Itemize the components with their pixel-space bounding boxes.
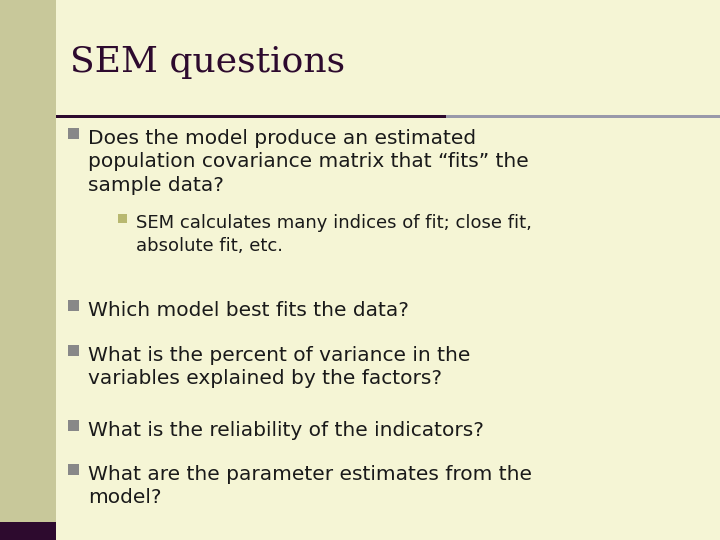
- Bar: [68, 128, 79, 139]
- Bar: [0, 522, 56, 540]
- Text: What are the parameter estimates from the
model?: What are the parameter estimates from th…: [88, 464, 532, 507]
- Text: Which model best fits the data?: Which model best fits the data?: [88, 301, 409, 320]
- Bar: [118, 214, 127, 223]
- Bar: [446, 115, 720, 118]
- Bar: [68, 300, 79, 311]
- Bar: [0, 0, 56, 540]
- Bar: [68, 464, 79, 475]
- Text: What is the reliability of the indicators?: What is the reliability of the indicator…: [88, 421, 484, 440]
- Text: SEM questions: SEM questions: [70, 45, 346, 79]
- Bar: [56, 115, 446, 118]
- Text: Does the model produce an estimated
population covariance matrix that “fits” the: Does the model produce an estimated popu…: [88, 129, 529, 194]
- Text: SEM calculates many indices of fit; close fit,
absolute fit, etc.: SEM calculates many indices of fit; clos…: [136, 214, 532, 254]
- Bar: [68, 420, 79, 431]
- Bar: [68, 345, 79, 356]
- Text: What is the percent of variance in the
variables explained by the factors?: What is the percent of variance in the v…: [88, 346, 471, 388]
